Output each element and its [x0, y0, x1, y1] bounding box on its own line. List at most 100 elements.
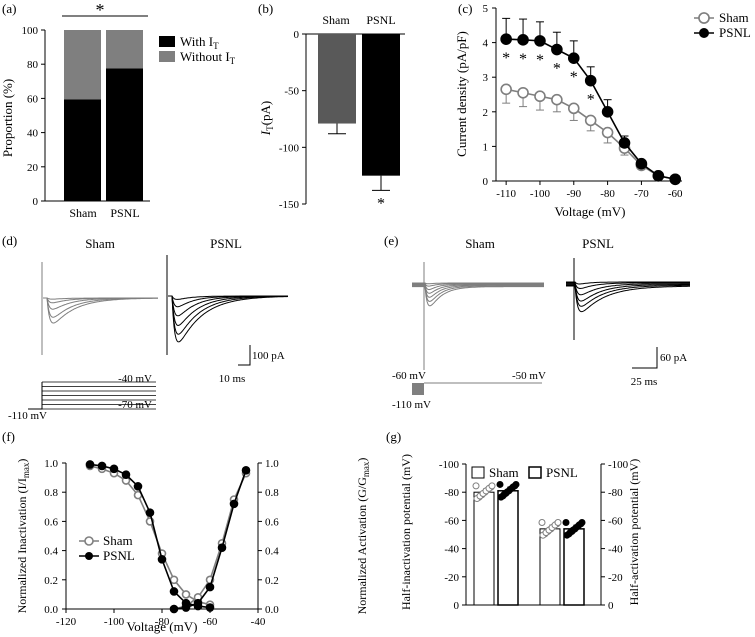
data-point — [121, 470, 131, 479]
panel-c: (c) Current density (pA/pF) 0 1 2 3 4 5 -110 -1… — [454, 1, 751, 219]
bar-sham-without — [64, 30, 101, 100]
significance-star: * — [502, 50, 510, 67]
panel-a-xtick-sham: Sham — [69, 206, 97, 220]
ytick-label-right: -40 — [608, 544, 623, 556]
ytick-label-left: -20 — [444, 572, 459, 584]
legend-swatch-with — [159, 36, 175, 47]
scalebar-d-current: 100 pA — [252, 350, 285, 362]
errorbar-sham — [328, 123, 346, 135]
protocol-d-top: -40 mV — [118, 373, 152, 385]
data-point — [562, 519, 570, 527]
ytick-label-left: -40 — [444, 544, 459, 556]
ytick-label-left: 1.0 — [44, 458, 58, 470]
current-trace — [168, 295, 289, 343]
ytick-label-right: 0.0 — [265, 604, 279, 616]
ytick-label: 5 — [483, 3, 489, 15]
legend-swatch-sham — [471, 466, 485, 479]
panel-label-d: (d) — [2, 233, 17, 248]
bar-psnl — [362, 34, 400, 176]
panel-label-c: (c) — [458, 1, 472, 16]
data-point — [618, 137, 631, 149]
ytick-label: 1 — [483, 141, 489, 153]
data-point — [181, 603, 191, 612]
panel-g-ylabel-left: Half-inactivation potential (mV) — [399, 454, 413, 610]
panel-label-e: (e) — [384, 233, 398, 248]
traces-e-sham — [412, 262, 544, 370]
ytick-label: -50 — [284, 86, 299, 98]
legend-marker-psnl — [699, 28, 709, 38]
data-point — [472, 482, 480, 490]
data-point — [241, 465, 251, 475]
data-point — [601, 106, 614, 118]
xtick-label: -90 — [566, 188, 581, 200]
errorbar-psnl — [372, 175, 390, 191]
legend-swatch-without — [159, 51, 175, 62]
series-psnl — [85, 460, 251, 614]
data-point — [229, 499, 239, 509]
ytick-label-left: 0.8 — [44, 487, 58, 499]
data-point — [157, 555, 167, 564]
protocol-e — [412, 382, 542, 395]
protocol-d-bottom: -70 mV — [118, 399, 152, 411]
ytick-label-left: 0.0 — [44, 604, 58, 616]
panel-d: (d) Sham PSNL 100 pA 10 ms -40 mV -70 mV… — [2, 233, 289, 422]
data-point — [193, 598, 203, 608]
significance-star: * — [519, 51, 527, 68]
panel-b-sig-star: * — [377, 195, 385, 212]
legend-psnl: PSNL — [719, 25, 751, 40]
ytick-label: 4 — [483, 38, 489, 50]
ytick-label-left: 0.4 — [44, 546, 58, 558]
panel-g-ylabel-right: Half-activation potential (mV) — [627, 459, 641, 606]
data-point — [567, 102, 580, 115]
xtick-label: -60 — [203, 616, 218, 628]
current-trace — [168, 295, 288, 335]
ytick-label-left: -80 — [444, 487, 459, 499]
scalebar-e-current: 60 pA — [660, 352, 687, 364]
bar-sham-with — [64, 99, 101, 201]
panel-f: (f) Normalized Inactivation (I/Imax) Nor… — [2, 429, 371, 634]
legend-sham: Sham — [103, 533, 133, 548]
current-trace — [566, 283, 690, 302]
current-trace — [412, 282, 544, 285]
xtick-label: -80 — [155, 616, 170, 628]
panel-c-xlabel: Voltage (mV) — [555, 204, 626, 219]
current-trace — [412, 284, 544, 294]
current-trace — [566, 281, 690, 285]
traces-d-sham-label: Sham — [85, 236, 115, 251]
data-point — [554, 519, 562, 527]
panel-g: (g) Half-inactivation potential (mV) Hal… — [386, 429, 641, 612]
legend-marker-sham — [84, 536, 94, 546]
data-point — [169, 587, 179, 596]
current-trace — [566, 283, 690, 296]
ytick-label: -150 — [279, 199, 300, 211]
traces-d-sham — [41, 262, 159, 355]
panel-a: (a) Proportion (%) 0 20 40 60 80 100 * Sham P… — [0, 0, 236, 220]
ytick-label-left: -60 — [444, 515, 459, 527]
ytick-label-right: -80 — [608, 487, 623, 499]
panel-label-a: (a) — [2, 1, 16, 16]
data-point — [500, 33, 512, 45]
current-trace — [412, 285, 544, 302]
xtick-label: -110 — [496, 188, 516, 200]
current-trace — [566, 282, 690, 290]
series-psnl — [500, 17, 682, 186]
panel-f-ylabel-right: Normalized Activation (G/Gmax) — [355, 458, 371, 615]
data-point — [635, 157, 648, 170]
data-point — [85, 460, 95, 469]
ytick-label-right: -60 — [608, 515, 623, 527]
data-point — [652, 170, 665, 182]
scalebar-e — [632, 347, 658, 369]
data-point — [551, 93, 563, 106]
current-trace — [566, 285, 690, 313]
significance-star: * — [536, 52, 544, 69]
data-point — [145, 508, 155, 517]
data-point — [551, 43, 563, 56]
ytick-label-left: 0.2 — [44, 575, 58, 587]
data-point — [567, 52, 580, 64]
panel-label-b: (b) — [258, 1, 273, 16]
data-point — [133, 482, 143, 491]
data-point — [601, 126, 614, 139]
ytick-label: 2 — [483, 107, 489, 119]
ytick-label: 3 — [483, 72, 489, 84]
